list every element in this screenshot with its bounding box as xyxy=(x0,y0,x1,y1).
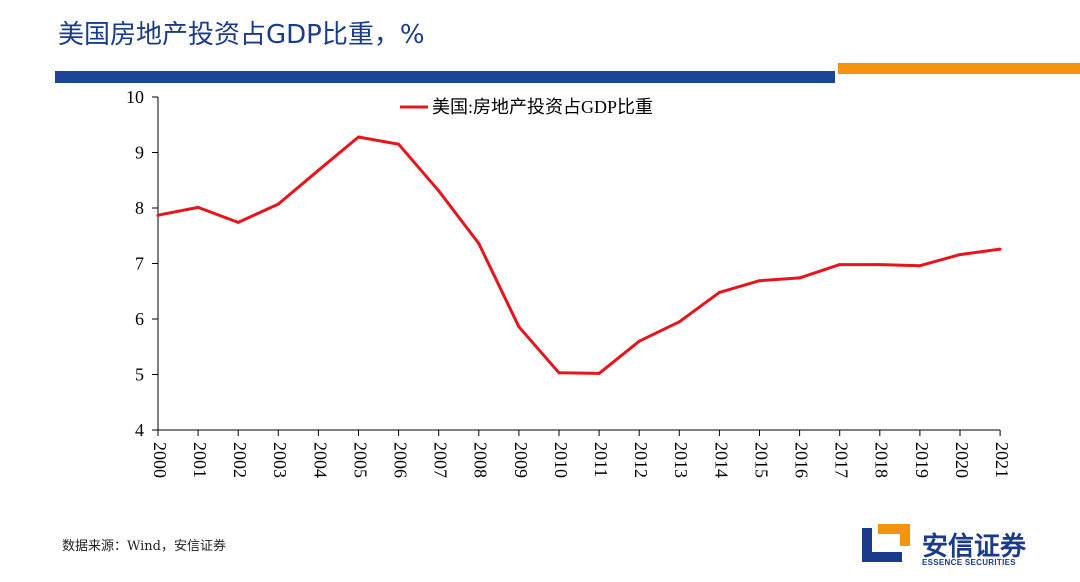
data-point xyxy=(196,205,200,209)
x-tick-label: 2020 xyxy=(952,442,972,478)
logo-name-en: ESSENCE SECURITIES xyxy=(922,558,1016,567)
data-point xyxy=(517,325,521,329)
page-title: 美国房地产投资占GDP比重，% xyxy=(58,20,425,50)
x-tick-label: 2006 xyxy=(390,442,410,478)
series-line xyxy=(157,135,1001,375)
y-tick-label: 6 xyxy=(135,309,144,329)
x-tick-label: 2004 xyxy=(310,442,330,478)
x-tick-label: 2000 xyxy=(150,442,170,478)
source-note: 数据来源：Wind，安信证券 xyxy=(62,539,226,554)
x-tick-label: 2001 xyxy=(190,442,210,478)
y-tick-label: 10 xyxy=(126,87,144,107)
logo-mark-icon xyxy=(862,524,910,562)
x-axis: 2000 2001 2002 2003 2004 2005 2006 2007 2008 2009… xyxy=(150,429,1012,478)
data-point xyxy=(156,213,160,217)
x-tick-label: 2002 xyxy=(230,442,250,478)
x-tick-label: 2015 xyxy=(751,442,771,478)
data-point xyxy=(397,142,401,146)
x-tick-label: 2018 xyxy=(872,442,892,478)
data-point xyxy=(236,220,240,224)
x-tick-label: 2008 xyxy=(471,442,491,478)
x-tick-label: 2010 xyxy=(551,442,571,478)
y-axis: 4 5 6 7 8 9 10 xyxy=(126,87,159,440)
x-tick-label: 2021 xyxy=(992,442,1012,478)
data-point xyxy=(316,168,320,172)
data-point xyxy=(276,202,280,206)
x-tick-label: 2016 xyxy=(791,442,811,478)
x-tick-label: 2005 xyxy=(350,442,370,478)
y-tick-label: 4 xyxy=(135,420,144,440)
x-tick-label: 2014 xyxy=(711,442,731,478)
data-point xyxy=(717,290,721,294)
data-point xyxy=(357,135,360,139)
header-bar-orange xyxy=(838,63,1080,74)
x-tick-label: 2007 xyxy=(431,442,451,478)
header-bar-blue xyxy=(55,71,835,83)
x-tick-label: 2009 xyxy=(511,442,531,478)
x-tick-label: 2017 xyxy=(832,442,852,478)
logo-name-cn: 安信证券 xyxy=(922,532,1027,562)
y-tick-label: 5 xyxy=(135,365,144,385)
company-logo: 安信证券 ESSENCE SECURITIES xyxy=(862,520,1052,570)
data-point xyxy=(677,320,681,324)
legend-label: 美国:房地产投资占GDP比重 xyxy=(432,97,653,117)
x-tick-label: 2019 xyxy=(912,442,932,478)
data-point xyxy=(998,247,1002,251)
y-tick-label: 8 xyxy=(135,198,144,218)
data-point xyxy=(918,264,922,268)
data-point xyxy=(798,276,802,280)
y-tick-label: 7 xyxy=(135,254,144,274)
x-tick-label: 2003 xyxy=(270,442,290,478)
data-point xyxy=(597,371,601,375)
data-point xyxy=(758,279,761,283)
data-point xyxy=(437,189,441,193)
data-point xyxy=(958,253,962,257)
data-point xyxy=(838,263,842,267)
x-tick-label: 2011 xyxy=(591,442,611,477)
chart-legend: 美国:房地产投资占GDP比重 xyxy=(400,97,653,117)
data-point xyxy=(477,242,481,246)
y-tick-label: 9 xyxy=(135,143,144,163)
x-tick-label: 2012 xyxy=(631,442,651,478)
x-tick-label: 2013 xyxy=(671,442,691,478)
data-point xyxy=(878,263,882,267)
data-point xyxy=(637,339,641,343)
series-layer xyxy=(156,135,1002,375)
data-point xyxy=(557,371,561,375)
